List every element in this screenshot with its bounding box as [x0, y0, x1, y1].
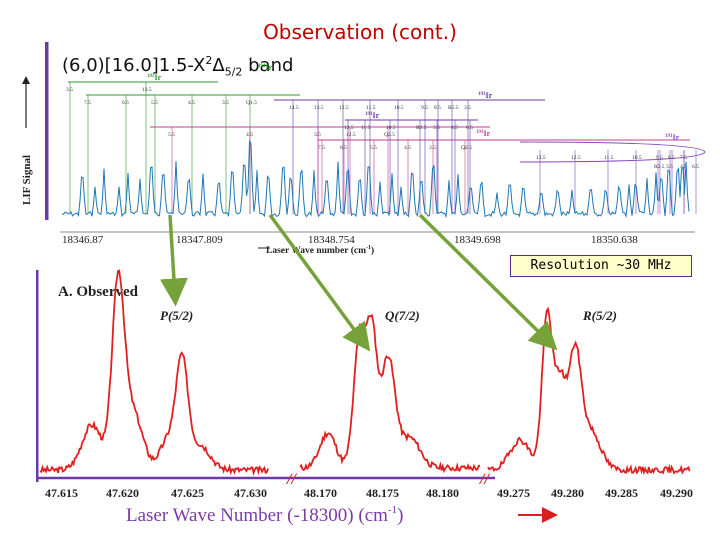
- trace-r-branch: [487, 306, 691, 476]
- assignment-number: R2.5: [416, 125, 427, 131]
- arrow-to-r-branch: [418, 213, 558, 351]
- peak-label-p: P(5/2): [160, 308, 193, 323]
- assignment-number: 3.5: [314, 132, 321, 138]
- trace-p-branch: [39, 269, 269, 476]
- assignment-number: 8.5: [434, 105, 441, 111]
- iso-label-5: 193Ir: [476, 129, 491, 138]
- assignment-number: 12.5: [346, 132, 356, 138]
- assignment-number: 3.5: [66, 87, 73, 93]
- iso-label-2: 191Ir: [258, 63, 273, 72]
- assignment-number: 3.5: [666, 164, 673, 170]
- resolution-note: Resolution ~30 MHz: [510, 255, 692, 277]
- assignment-number: 6.5: [466, 125, 473, 131]
- top-panel: LIF Signal 3.5 13.5 7.5 6.5 5.5 4.5 3.5 Q1.5 14.…: [21, 42, 706, 256]
- assignment-number: 4.5: [188, 100, 195, 106]
- bottom-xtick-11: 49.290: [660, 486, 693, 500]
- assignment-number: 13.5: [142, 87, 152, 93]
- bottom-xtick-1: 47.615: [45, 486, 78, 500]
- peak-label-r: R(5/2): [582, 308, 617, 323]
- iso-label-4: 191Ir: [365, 111, 380, 120]
- axis-break-1: //: [286, 471, 297, 488]
- assignment-number: 3.5: [433, 125, 440, 131]
- top-xtick-5: 18350.638: [591, 234, 638, 246]
- assignment-number: 4.5: [246, 132, 253, 138]
- assignment-number: Q2.5: [384, 132, 395, 138]
- bottom-panel: A. Observed P(5/2) Q(7/2) R(5/2) // // 4…: [36, 269, 693, 526]
- band-sub: 5/2: [224, 65, 243, 79]
- observed-label: A. Observed: [58, 284, 139, 300]
- assignment-number: 5.5: [370, 145, 377, 151]
- assignment-number: 10.5: [632, 155, 642, 161]
- assignment-number: 6.5: [340, 145, 347, 151]
- bottom-axis-bar: [36, 270, 39, 482]
- assignment-number: 7.5: [318, 145, 325, 151]
- assignment-number: 10.5: [394, 105, 404, 111]
- slide-title: Observation (cont.): [263, 20, 457, 44]
- peak-label-q: Q(7/2): [385, 308, 420, 323]
- top-xtick-4: 18349.698: [454, 234, 501, 246]
- assignment-number: 3.5: [464, 105, 471, 111]
- assignment-number: 3.5: [429, 145, 436, 151]
- assignment-number: 13.5: [536, 155, 546, 161]
- arrow-to-q-branch: [268, 213, 371, 352]
- lif-signal-label: LIF Signal: [21, 155, 33, 205]
- top-xtick-3: 18348.754: [308, 234, 355, 246]
- lif-arrow-head: [22, 76, 30, 84]
- assignment-number: Q2.5: [461, 145, 472, 151]
- assignment-number: 4.5: [451, 125, 458, 131]
- band-sup: 2: [205, 54, 213, 67]
- assignment-number: 9.5: [421, 105, 428, 111]
- assignment-number: 12.5: [339, 105, 349, 111]
- bottom-xlabel: Laser Wave Number (-18300) (cm-1): [126, 504, 403, 526]
- assignment-number: 11.5: [361, 125, 371, 131]
- assignment-number: 7.5: [680, 155, 687, 161]
- top-spectrum-trace: [61, 139, 690, 219]
- assignment-number: 6.5: [122, 100, 129, 106]
- assignment-number: Q1.5: [246, 100, 257, 106]
- band-delta: Δ: [212, 55, 225, 76]
- assignment-number: 4.5: [404, 145, 411, 151]
- bottom-xtick-5: 48.170: [304, 486, 337, 500]
- band-prefix: (6,0)[16.0]1.5-X: [62, 55, 206, 76]
- assignment-number: R2.5: [654, 164, 665, 170]
- assignment-number: 14.5: [289, 105, 299, 111]
- bottom-xtick-8: 49.275: [497, 486, 530, 500]
- assignment-number: 4.5: [680, 164, 687, 170]
- assignment-number: 10.5: [386, 125, 396, 131]
- band-suffix: band: [242, 55, 294, 76]
- iso-label-3: 193Ir: [478, 91, 493, 100]
- assignment-number: 13.5: [314, 105, 324, 111]
- top-xtick-1: 18346.87: [62, 234, 104, 246]
- bottom-xtick-3: 47.625: [171, 486, 204, 500]
- assignment-number: 9.5: [656, 155, 663, 161]
- assignment-number: 8.5: [668, 155, 675, 161]
- assignment-number: R5.5: [448, 105, 459, 111]
- arrow-to-p-branch: [159, 214, 188, 307]
- trace-q-branch: [299, 313, 481, 474]
- bottom-xtick-4: 47.630: [234, 486, 267, 500]
- assignment-number: 12.5: [344, 125, 354, 131]
- iso-label-6: 191Ir: [665, 133, 680, 142]
- bottom-xtick-10: 49.285: [605, 486, 638, 500]
- bottom-xtick-7: 48.180: [426, 486, 459, 500]
- bottom-xtick-9: 49.280: [551, 486, 584, 500]
- bottom-xtick-6: 48.175: [366, 486, 399, 500]
- axis-break-2: //: [479, 471, 490, 488]
- assignment-number: 11.5: [366, 105, 376, 111]
- band-label: (6,0)[16.0]1.5-X2Δ5/2 band: [62, 54, 293, 79]
- assignment-number: 11.5: [604, 155, 614, 161]
- assignment-number: 5.5: [168, 132, 175, 138]
- top-axis-bar: [45, 42, 49, 220]
- top-xlabel: Laser Wave number (cm-1): [266, 245, 374, 256]
- assignment-number: 7.5: [84, 100, 91, 106]
- top-xtick-2: 18347.809: [176, 234, 223, 246]
- assignment-number: 12.5: [571, 155, 581, 161]
- branch-line-7: [519, 141, 706, 163]
- assignment-number: 6.5: [692, 164, 699, 170]
- bottom-xtick-2: 47.620: [106, 486, 139, 500]
- assignment-number: 5.5: [151, 100, 158, 106]
- assignment-number: 3.5: [222, 100, 229, 106]
- iso-label-1: 193Ir: [147, 73, 162, 82]
